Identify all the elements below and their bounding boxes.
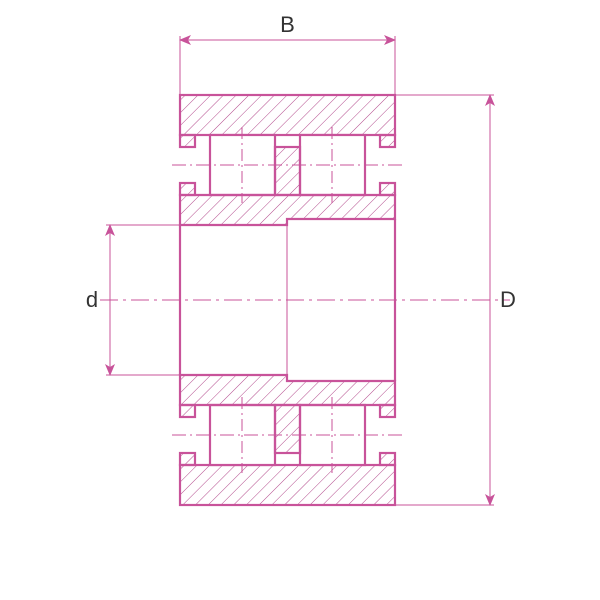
dimension-label-D: D	[500, 287, 516, 312]
dimension-label-d: d	[86, 287, 98, 312]
dimension-label-B: B	[280, 12, 295, 37]
